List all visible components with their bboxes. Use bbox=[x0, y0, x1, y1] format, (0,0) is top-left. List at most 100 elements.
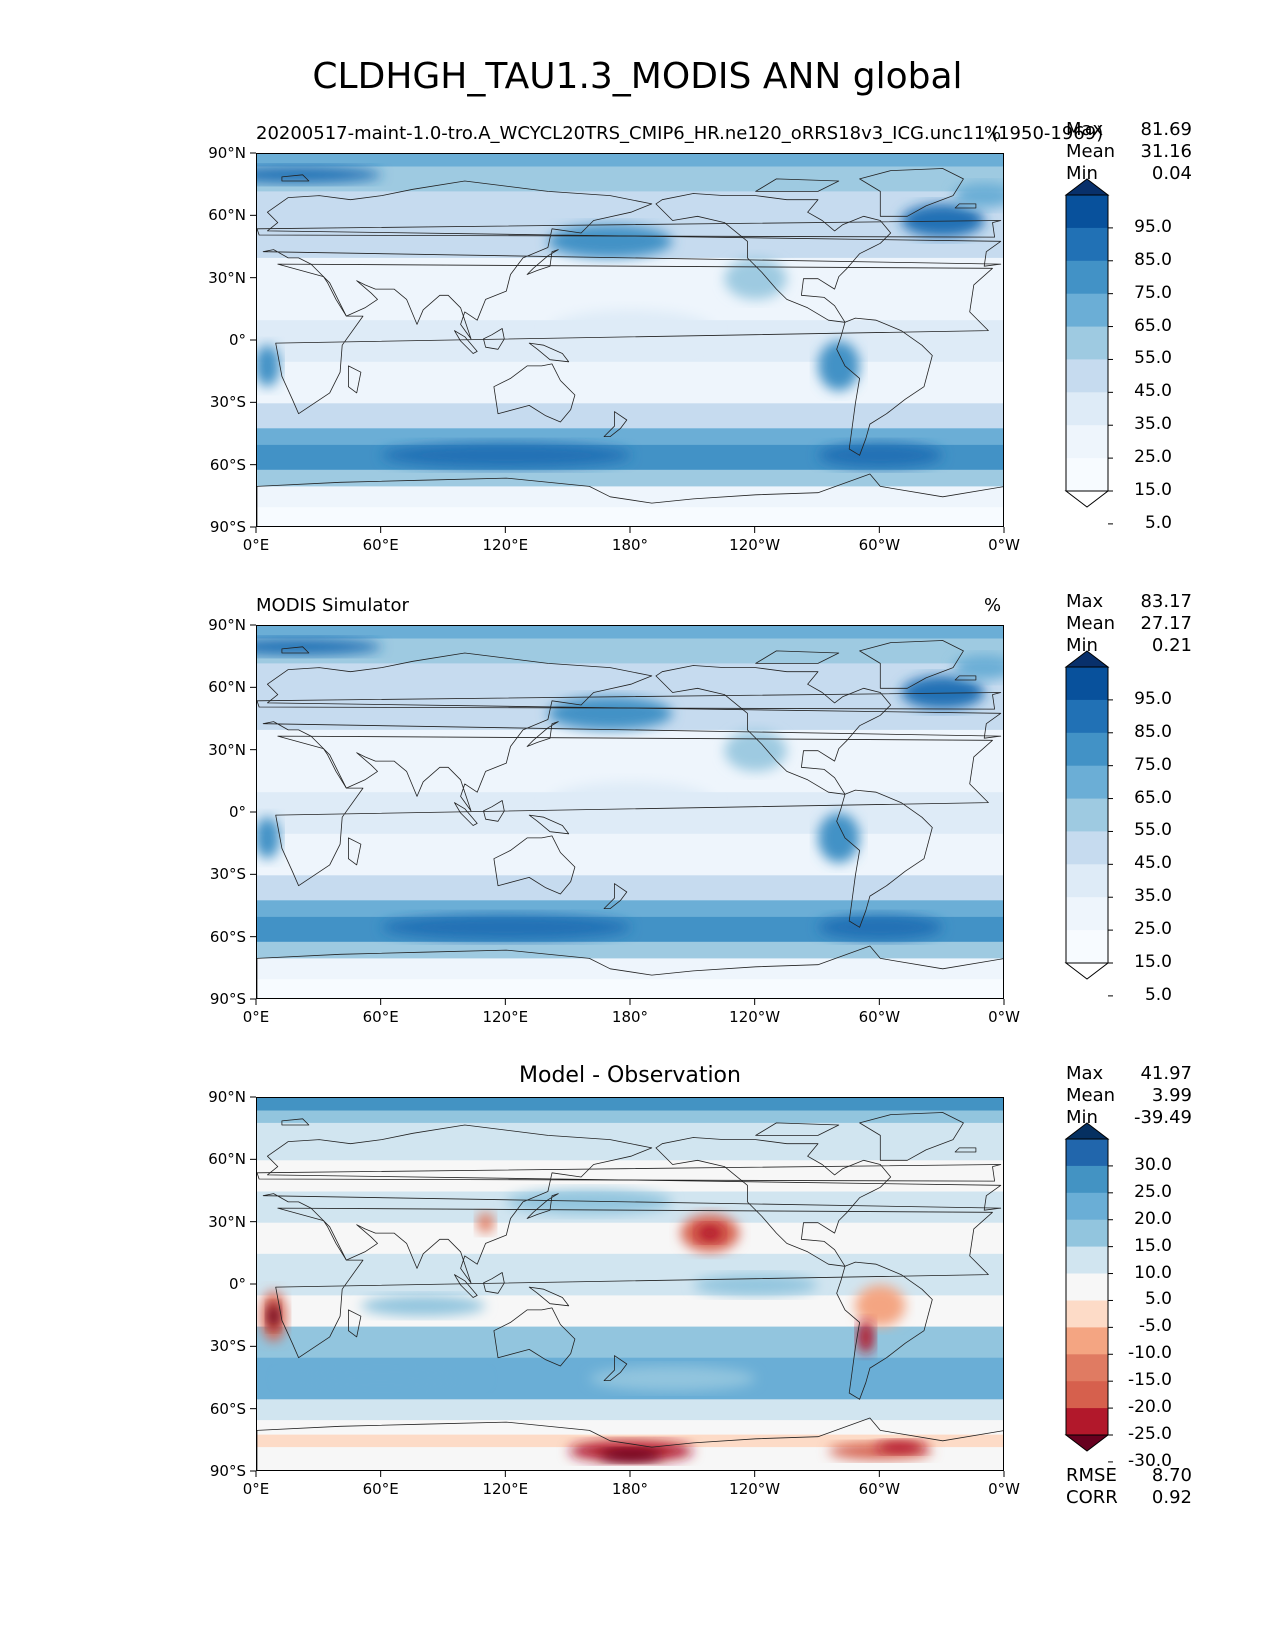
colorbar-bin bbox=[1066, 1192, 1108, 1221]
figure-title: CLDHGH_TAU1.3_MODIS ANN global bbox=[312, 56, 963, 97]
coastline bbox=[257, 220, 1002, 238]
coastline bbox=[493, 363, 576, 423]
lon-tick-label: 120°E bbox=[482, 1480, 529, 1498]
coastline bbox=[483, 800, 505, 822]
lon-tick-label: 60°W bbox=[858, 1008, 901, 1026]
colorbar bbox=[1064, 650, 1113, 997]
field-patch bbox=[693, 1274, 818, 1296]
lat-tick-label: 30°S bbox=[209, 393, 246, 412]
field-patch bbox=[724, 257, 787, 300]
stat-value: -39.49 bbox=[1133, 1107, 1192, 1128]
colorbar-tick-label: 65.0 bbox=[1134, 315, 1172, 336]
lat-tick-label: 60°N bbox=[208, 678, 246, 697]
lon-tick-label: 60°W bbox=[858, 536, 901, 554]
coastline bbox=[257, 1417, 1003, 1470]
lat-tick-label: 30°S bbox=[209, 1337, 246, 1356]
coastline bbox=[348, 1309, 362, 1338]
stat-value: 81.69 bbox=[1140, 119, 1192, 140]
lon-tick-label: 0°W bbox=[988, 1480, 1020, 1498]
lon-tick-label: 180° bbox=[611, 1008, 649, 1026]
coastline bbox=[281, 1118, 310, 1126]
field-patch bbox=[547, 781, 715, 824]
field-band bbox=[257, 257, 1003, 290]
field-patch bbox=[477, 1212, 494, 1234]
lon-tick-label: 120°W bbox=[729, 1008, 781, 1026]
lat-tick-label: 30°N bbox=[208, 740, 246, 759]
colorbar-tick-label: 20.0 bbox=[1134, 1208, 1172, 1229]
field-patch bbox=[589, 1366, 756, 1391]
field-band bbox=[257, 1122, 1003, 1161]
field-band bbox=[257, 663, 1003, 700]
lat-tick-label: 0° bbox=[228, 803, 246, 821]
stat-label: Max bbox=[1066, 1063, 1104, 1084]
field-patch bbox=[901, 675, 985, 710]
stat-label: Min bbox=[1066, 635, 1098, 656]
lon-tick-label: 120°E bbox=[482, 536, 529, 554]
stat-label: Max bbox=[1066, 119, 1104, 140]
colorbar-tick-label: -15.0 bbox=[1128, 1370, 1172, 1391]
colorbar-tick-label: -5.0 bbox=[1138, 1316, 1172, 1337]
colorbar-bin bbox=[1066, 1273, 1108, 1301]
colorbar bbox=[1064, 1122, 1113, 1463]
field-band bbox=[257, 941, 1003, 959]
colorbar-tick-label: 75.0 bbox=[1134, 754, 1172, 775]
colorbar-tick-label: 25.0 bbox=[1134, 447, 1172, 468]
lon-tick-label: 0°E bbox=[242, 1480, 270, 1498]
colorbar-bin bbox=[1066, 1165, 1108, 1194]
field-band bbox=[257, 507, 1003, 526]
coastline bbox=[526, 249, 559, 275]
colorbar-tick-label: 85.0 bbox=[1134, 721, 1172, 742]
stat-value: 0.04 bbox=[1151, 163, 1192, 184]
field-band bbox=[257, 191, 1003, 228]
lon-tick-label: 0°W bbox=[988, 1008, 1020, 1026]
field-patch bbox=[818, 341, 860, 391]
stat-label: Mean bbox=[1066, 141, 1116, 162]
colorbar-bin bbox=[1066, 1219, 1108, 1247]
field-patch bbox=[599, 1449, 663, 1462]
coastline bbox=[755, 1122, 840, 1136]
field-band bbox=[257, 1110, 1003, 1124]
colorbar-tick-label: 10.0 bbox=[1134, 1262, 1172, 1283]
colorbar-bin bbox=[1066, 425, 1108, 459]
coastline bbox=[281, 174, 310, 182]
field-patch bbox=[257, 638, 382, 656]
coastline bbox=[655, 665, 892, 795]
coastline bbox=[755, 178, 840, 192]
lat-tick-label: 30°S bbox=[209, 865, 246, 884]
coastline bbox=[275, 735, 993, 887]
coastline bbox=[954, 1147, 977, 1153]
lat-tick-label: 60°N bbox=[208, 1150, 246, 1169]
map-plot bbox=[256, 625, 1004, 999]
coastline bbox=[755, 650, 840, 664]
field-band bbox=[257, 154, 1003, 167]
field-patch bbox=[547, 309, 715, 352]
colorbar-tick-label: 15.0 bbox=[1134, 480, 1172, 500]
coastline bbox=[836, 789, 933, 928]
colorbar-tick-label: 45.0 bbox=[1134, 381, 1172, 402]
coastline bbox=[257, 945, 1003, 998]
stat-value: 83.17 bbox=[1140, 591, 1192, 612]
lon-tick-label: 0°E bbox=[242, 1008, 270, 1026]
coastline bbox=[528, 342, 570, 363]
colorbar-tick-label: 45.0 bbox=[1134, 853, 1172, 874]
lon-tick-label: 60°E bbox=[362, 536, 399, 554]
field-band bbox=[257, 958, 1003, 980]
stat-label: Mean bbox=[1066, 1085, 1116, 1106]
field-patch bbox=[267, 1303, 280, 1329]
field-band bbox=[257, 1326, 1003, 1359]
panel-title: Model - Observation bbox=[519, 1063, 741, 1088]
colorbar-bin bbox=[1066, 359, 1108, 393]
colorbar-bin bbox=[1066, 227, 1108, 262]
field-patch bbox=[381, 442, 631, 468]
coastline bbox=[257, 692, 1002, 710]
field-patch bbox=[360, 1295, 486, 1317]
lon-tick-label: 120°E bbox=[482, 1008, 529, 1026]
coastline bbox=[528, 1286, 570, 1307]
stat-value: 0.21 bbox=[1151, 635, 1192, 656]
colorbar-bin bbox=[1066, 699, 1108, 734]
colorbar-bin bbox=[1066, 930, 1108, 964]
colorbar-tick-label: 30.0 bbox=[1134, 1154, 1172, 1175]
field-band bbox=[257, 1420, 1003, 1436]
field-patch bbox=[547, 696, 673, 730]
field-patch bbox=[547, 224, 673, 258]
